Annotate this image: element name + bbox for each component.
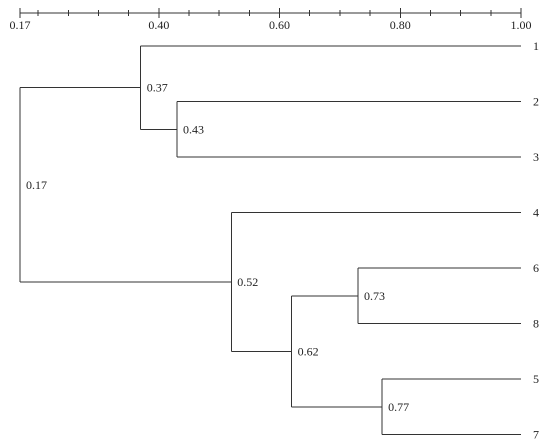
dendrogram-tree [19,45,521,435]
leaf-label: 8 [533,317,539,331]
merge-similarity-label: 0.77 [388,400,409,414]
leaf-label: 1 [533,39,539,53]
leaf-label: 5 [533,372,539,386]
leaf-label: 7 [533,428,539,442]
leaf-label: 3 [533,150,539,164]
leaf-label: 6 [533,261,539,275]
merge-similarity-label: 0.17 [26,178,47,192]
axis-tick-label: 0.60 [269,18,290,32]
merge-similarity-label: 0.52 [237,275,258,289]
axis-tick-label: 0.40 [148,18,169,32]
dendrogram-labels: 1 2 3 4 6 8 5 7 0.43 0.37 0.73 0.77 0.62 0.52 0.17 [26,39,539,442]
similarity-axis: 0.17 0.40 0.60 0.80 1.00 [10,8,532,32]
merge-similarity-label: 0.43 [183,122,204,136]
leaf-label: 4 [533,206,539,220]
merge-similarity-label: 0.73 [364,289,385,303]
axis-tick-label: 0.80 [390,18,411,32]
merge-similarity-label: 0.37 [147,81,168,95]
axis-tick-label: 1.00 [511,18,532,32]
merge-similarity-label: 0.62 [298,344,319,358]
axis-tick-label: 0.17 [10,18,31,32]
leaf-label: 2 [533,95,539,109]
